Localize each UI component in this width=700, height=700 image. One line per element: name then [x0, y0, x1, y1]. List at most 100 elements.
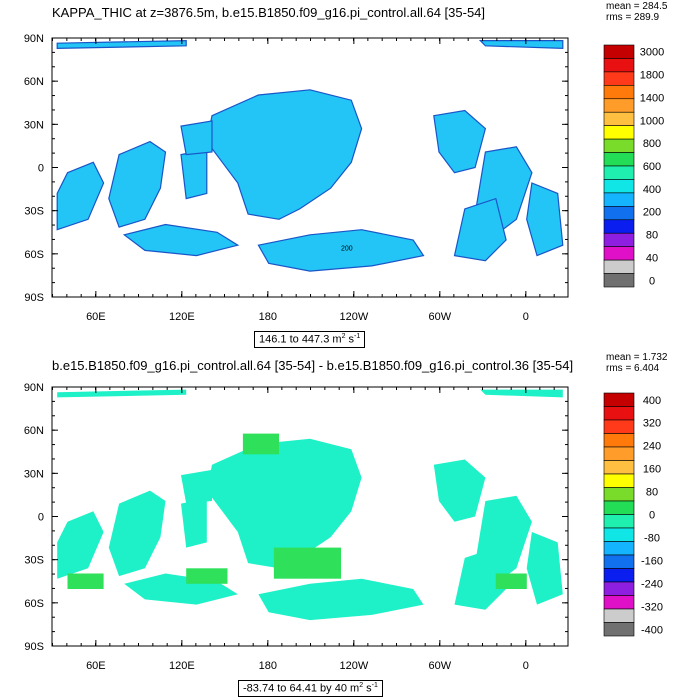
field-region-11 [57, 389, 187, 398]
colorbar-label: 240 [643, 441, 661, 453]
colorbar-swatch-14 [603, 581, 635, 596]
field-region-1 [57, 511, 104, 579]
field-patch-1 [273, 547, 341, 579]
y-tick-label: 90S [24, 641, 44, 653]
y-tick-label: 0 [38, 512, 44, 524]
x-tick-label: 0 [523, 311, 529, 323]
field-region-9 [454, 547, 507, 610]
colorbar-swatch-12 [603, 554, 635, 569]
colorbar-swatch-0 [603, 392, 635, 407]
colorbar-label: -240 [641, 578, 663, 590]
y-tick-label: 30S [24, 555, 44, 567]
colorbar-label: 0 [649, 275, 655, 287]
field-region-3 [206, 89, 363, 220]
x-tick-label: 180 [259, 660, 277, 672]
panel1-range-units-tail: s [345, 333, 355, 346]
colorbar-swatch-3 [603, 433, 635, 448]
colorbar-label: -160 [641, 555, 663, 567]
panel1-field: 200 [56, 39, 564, 272]
colorbar-label: -320 [641, 601, 663, 613]
field-region-10 [526, 182, 564, 257]
field-region-5 [258, 578, 424, 621]
y-tick-label: 0 [38, 163, 44, 175]
colorbar-swatch-17 [603, 622, 635, 637]
y-tick-label: 60S [24, 598, 44, 610]
colorbar-swatch-5 [603, 460, 635, 475]
field-region-4 [181, 469, 212, 504]
panel2-colorbar: 400 320 240 160 80 0 -80 -160 -240 -320 -400 [603, 392, 663, 637]
x-tick-label: 120W [339, 660, 368, 672]
x-tick-label: 120W [339, 311, 368, 323]
y-tick-label: 30N [24, 468, 44, 480]
panel1-range-units-tail-sup: -1 [354, 333, 361, 340]
colorbar-swatch-16 [603, 608, 635, 623]
field-region-0 [108, 490, 166, 577]
colorbar-swatch-10 [603, 527, 635, 542]
colorbar-label: 320 [643, 418, 661, 430]
colorbar-label: -400 [641, 624, 663, 636]
x-tick-label: 60E [86, 311, 106, 323]
colorbar-label: -80 [644, 532, 660, 544]
colorbar-label: 40 [646, 252, 658, 264]
panel1-range-box: 146.1 to 447.3 m2 s-1 [254, 331, 366, 348]
colorbar-label: 3000 [640, 47, 664, 59]
field-region-6 [122, 223, 240, 257]
panel2-range-units-tail: s [363, 682, 372, 695]
field-region-5 [257, 229, 425, 272]
colorbar-label: 200 [643, 207, 661, 219]
panel2-range-units-tail-sup: -1 [371, 682, 378, 689]
panel1-range-text: 146.1 to 447.3 [259, 333, 330, 346]
field-region-12 [480, 389, 563, 398]
panel1-title: KAPPA_THIC at z=3876.5m, b.e15.B1850.f09… [52, 5, 486, 20]
colorbar-swatch-13 [603, 568, 635, 583]
colorbar-label: 600 [643, 161, 661, 173]
panel2-stats: mean = 1.732 rms = 6.404 [606, 352, 667, 374]
colorbar-swatch-15 [603, 595, 635, 610]
colorbar-swatch-8 [603, 500, 635, 515]
field-patch-2 [67, 573, 104, 589]
panel2-range-text: -83.74 to 64.41 by 40 [243, 682, 347, 695]
colorbar-swatch-2 [603, 419, 635, 434]
panel2-mean: mean = 1.732 [606, 352, 668, 363]
y-tick-label: 30S [24, 206, 44, 218]
field-region-3 [206, 438, 362, 569]
x-tick-label: 60W [429, 311, 452, 323]
field-region-11 [56, 39, 187, 50]
panel2-range-units: m [350, 682, 360, 695]
colorbar-swatch-17 [603, 273, 635, 288]
panel2-rms: rms = 6.404 [606, 363, 660, 374]
y-tick-label: 60N [24, 425, 44, 437]
colorbar-swatch-7 [603, 487, 635, 502]
colorbar-label: 800 [643, 138, 661, 150]
colorbar-label: 80 [646, 487, 658, 499]
colorbar-label: 80 [646, 230, 658, 242]
x-tick-label: 60W [429, 660, 452, 672]
panel2-range-units-sup: 2 [359, 682, 364, 689]
panel2-range-box: -83.74 to 64.41 by 40 m2 s-1 [238, 680, 383, 697]
y-tick-label: 60S [24, 249, 44, 261]
field-patch-0 [242, 433, 279, 455]
x-tick-label: 120E [169, 311, 195, 323]
colorbar-swatch-1 [603, 406, 635, 421]
x-tick-label: 0 [523, 660, 529, 672]
colorbar-swatch-4 [603, 446, 635, 461]
field-region-0 [108, 140, 167, 228]
colorbar-label: 0 [649, 510, 655, 522]
field-region-4 [180, 120, 213, 156]
field-region-12 [478, 39, 564, 50]
colorbar-swatch-11 [603, 541, 635, 556]
panel2-axes: 90N 60N 30N 0 30S 60S 90S 60E 120E 180 120W 60W 0 [24, 382, 569, 672]
panel2-title: b.e15.B1850.f09_g16.pi_control.all.64 [3… [52, 358, 574, 373]
panel1-range-units-sup: 2 [341, 333, 346, 340]
contour-label: 200 [341, 245, 353, 252]
panel1-map-chart: 200 90N 60N 30N 0 30S 60S 90S 60E 120E 180 120W 60W… [24, 33, 664, 323]
colorbar-label: 400 [643, 395, 661, 407]
panel1-range-units: m [332, 333, 342, 346]
field-region-1 [56, 161, 105, 231]
y-tick-label: 90N [24, 382, 44, 394]
x-tick-label: 180 [259, 311, 277, 323]
field-region-2 [181, 498, 207, 548]
colorbar-label: 1400 [640, 92, 664, 104]
